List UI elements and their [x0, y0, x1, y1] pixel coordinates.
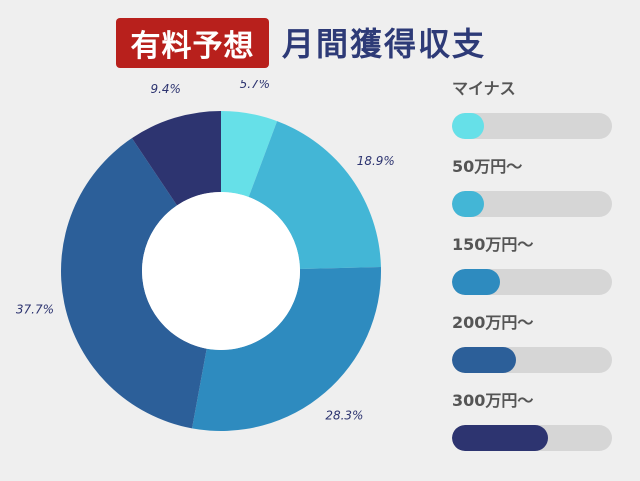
- donut-slice: [221, 111, 278, 198]
- header: 有料予想 月間獲得収支: [0, 18, 640, 70]
- paid-prediction-badge: 有料予想: [116, 18, 269, 68]
- donut-slice: [60, 138, 207, 429]
- legend-label: 200万円〜: [452, 313, 534, 332]
- legend-item-150man: 150万円〜: [452, 231, 622, 301]
- legend-bar-fill: [452, 113, 484, 139]
- legend-bar-fill: [452, 425, 548, 451]
- legend-bar-track: [452, 347, 612, 373]
- legend-label: マイナス: [452, 79, 516, 98]
- legend-label: 300万円〜: [452, 391, 534, 410]
- slice-percent-label: 37.7%: [16, 303, 54, 317]
- page-title: 月間獲得収支: [282, 25, 487, 63]
- donut-slice: [248, 121, 381, 270]
- legend-bar-track: [452, 269, 612, 295]
- legend-item-200man: 200万円〜: [452, 309, 622, 379]
- legend-bar-fill: [452, 269, 500, 295]
- slice-percent-label: 9.4%: [150, 82, 181, 96]
- legend-bar-fill: [452, 347, 516, 373]
- legend-label: 150万円〜: [452, 235, 534, 254]
- legend-bar-fill: [452, 191, 484, 217]
- slice-percent-label: 18.9%: [357, 154, 395, 168]
- legend-item-50man: 50万円〜: [452, 153, 622, 223]
- donut-slice: [131, 111, 221, 206]
- legend-bar-track: [452, 113, 612, 139]
- slice-percent-label: 5.7%: [240, 80, 271, 91]
- slice-percent-label: 28.3%: [325, 408, 363, 422]
- legend-label: 50万円〜: [452, 157, 523, 176]
- donut-hole: [142, 192, 300, 350]
- donut-slice: [192, 266, 381, 431]
- legend-bar-track: [452, 425, 612, 451]
- legend-item-300man: 300万円〜: [452, 387, 622, 457]
- legend-bar-track: [452, 191, 612, 217]
- legend-item-minus: マイナス: [452, 75, 622, 145]
- donut-chart: 5.7% 18.9% 28.3% 37.7% 9.4%: [16, 80, 395, 431]
